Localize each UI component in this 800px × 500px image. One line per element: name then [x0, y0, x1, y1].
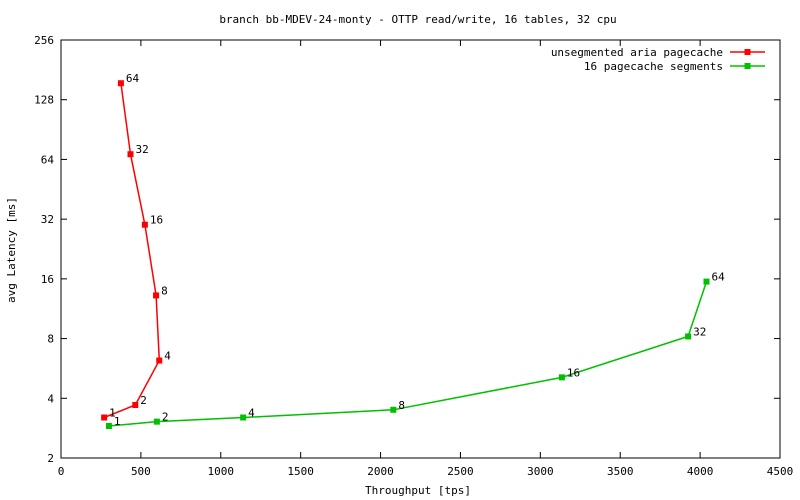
y-tick-label: 256	[34, 34, 54, 47]
series-1: 1 2 4 8 16 32 64	[101, 72, 171, 421]
y-axis-title: avg Latency [ms]	[5, 197, 18, 303]
data-point	[117, 80, 124, 87]
data-point	[390, 406, 397, 413]
data-label: 4	[248, 407, 255, 420]
y-tick-label: 4	[47, 392, 54, 405]
data-label: 4	[164, 350, 171, 363]
data-label: 8	[398, 399, 405, 412]
x-tick-label: 1000	[208, 465, 235, 478]
plot-frame	[60, 39, 781, 459]
data-label: 32	[693, 325, 706, 338]
data-point	[153, 292, 160, 299]
x-tick-label: 0	[58, 465, 65, 478]
data-label: 2	[140, 394, 147, 407]
x-tick-label: 4500	[767, 465, 794, 478]
x-tick-label: 4000	[687, 465, 714, 478]
axis-ticks: 0 500 1000 1500 2000 2500 3000 3500 4000 45002481…	[34, 34, 793, 478]
data-point	[105, 422, 112, 429]
legend-label: unsegmented aria pagecache	[551, 46, 723, 59]
x-tick-label: 500	[131, 465, 151, 478]
data-point	[141, 221, 148, 228]
x-tick-label: 1500	[287, 465, 314, 478]
y-tick-label: 64	[41, 153, 55, 166]
series-line	[108, 281, 708, 427]
y-tick-label: 2	[47, 452, 54, 465]
x-tick-label: 3000	[527, 465, 554, 478]
data-point	[558, 374, 565, 381]
y-tick-label: 32	[41, 213, 54, 226]
data-label: 2	[162, 411, 169, 424]
data-point	[132, 402, 139, 409]
y-tick-label: 128	[34, 94, 54, 107]
y-tick-label: 8	[47, 333, 54, 346]
data-point	[703, 278, 710, 285]
data-point	[685, 333, 692, 340]
x-tick-label: 2500	[447, 465, 474, 478]
y-tick-label: 16	[41, 273, 54, 286]
data-label: 16	[150, 214, 163, 227]
series-line	[103, 83, 161, 419]
data-point	[153, 418, 160, 425]
data-label: 16	[567, 366, 580, 379]
chart-title: branch bb-MDEV-24-monty - OTTP read/writ…	[219, 13, 616, 26]
data-label: 1	[109, 407, 116, 420]
series-layer: 1 2 4 8 16 32 64 1 2 4 8 16 32 64	[101, 72, 725, 429]
x-tick-label: 2000	[367, 465, 394, 478]
legend-marker	[744, 49, 751, 55]
data-label: 64	[126, 72, 140, 85]
x-tick-label: 3500	[607, 465, 634, 478]
x-axis-title: Throughput [tps]	[365, 484, 471, 497]
data-label: 1	[114, 415, 121, 428]
data-point	[101, 414, 108, 421]
data-label: 8	[161, 284, 168, 297]
legend-marker	[744, 63, 751, 69]
data-label: 32	[136, 143, 149, 156]
series-2: 1 2 4 8 16 32 64	[105, 271, 726, 429]
legend-label: 16 pagecache segments	[584, 60, 723, 73]
data-point	[240, 414, 247, 421]
data-label: 64	[712, 271, 726, 284]
data-point	[127, 151, 134, 158]
data-point	[156, 357, 163, 364]
